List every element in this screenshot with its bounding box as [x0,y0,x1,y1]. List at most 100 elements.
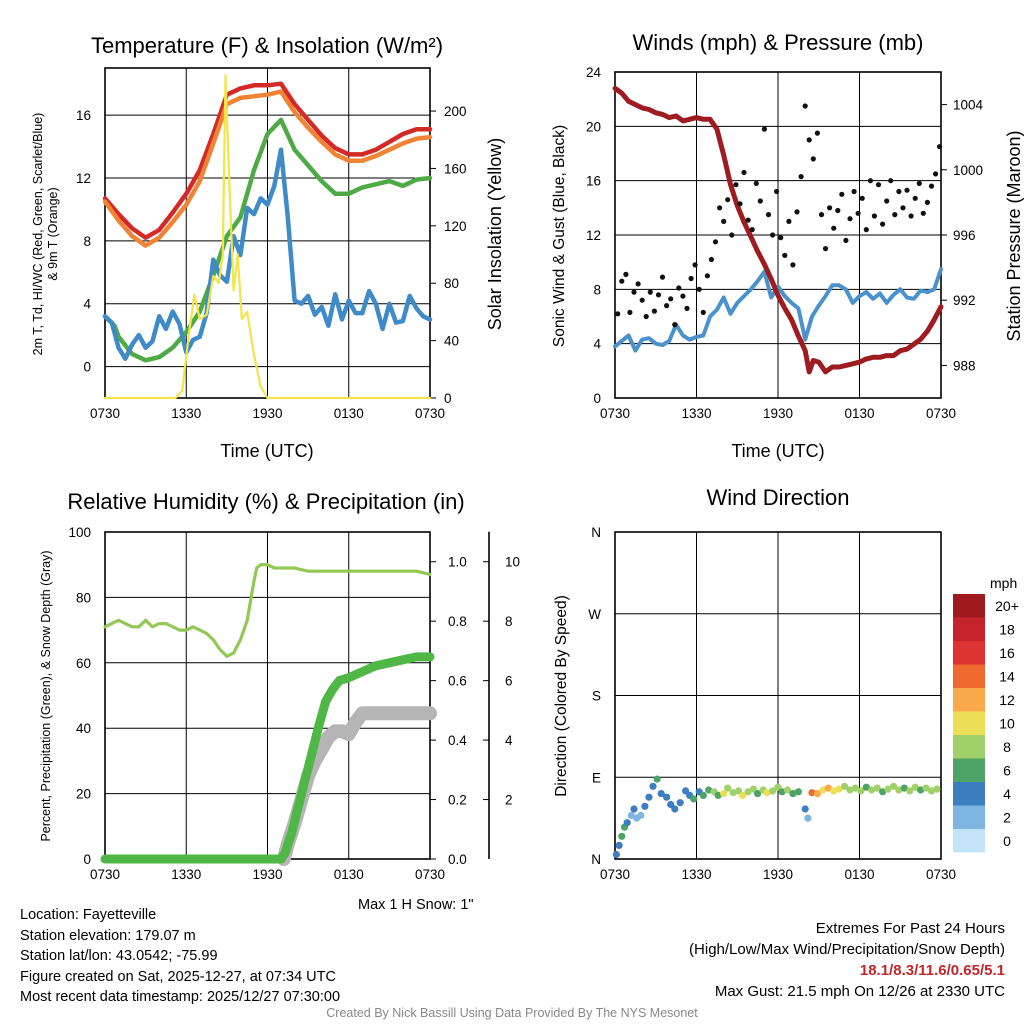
direction-point [808,789,816,797]
gust-point [928,183,935,189]
direction-point [862,783,870,791]
x-tick-label: 0730 [90,406,120,421]
gust-point [712,239,719,245]
sonic-wind-line [613,267,943,353]
x-tick-label: 0130 [844,406,874,421]
direction-point [657,790,665,798]
gust-point [623,271,629,277]
gust-point [627,309,633,315]
y-tick-label: 12 [76,171,91,186]
y-tick-label: 80 [76,590,91,605]
gust-point [822,246,829,252]
x-tick-label: 0730 [600,867,630,882]
direction-point [645,793,653,801]
y-tick-label: S [592,689,601,704]
gust-point [655,292,662,298]
gust-point [631,289,637,295]
gust-point [659,274,666,280]
direction-point [615,841,623,850]
direction-point [801,805,809,813]
gust-point [916,180,922,186]
direction-point [911,783,919,791]
x-tick-label: 1330 [681,406,711,421]
gust-point [721,218,727,224]
colorbar-swatch [953,594,985,618]
direction-point [714,791,722,800]
gust-point [700,309,706,315]
gust-point [745,217,751,223]
direction-point [754,790,762,798]
y-tick-label: 0 [83,360,91,375]
y2-tick-label: 992 [953,293,976,308]
precip-tick-label: 0.8 [448,614,467,629]
x-tick-label: 0130 [844,867,874,882]
precip-tick-label: 0.6 [448,674,467,689]
y-tick-label: 20 [76,787,91,802]
colorbar-swatch [953,782,985,806]
direction-point [676,799,684,807]
x-tick-label: 1930 [252,867,282,882]
gust-point [733,182,739,188]
y-tick-label: 24 [586,65,602,80]
direction-point [627,811,635,820]
max-snow-note: Max 1 H Snow: 1" [358,897,474,913]
direction-point [671,805,679,813]
y-tick-label: 16 [76,108,91,123]
y-tick-label: 8 [83,234,91,249]
snow-tick-label: 2 [505,793,513,808]
gust-point [668,296,674,302]
colorbar-swatch [953,829,985,853]
y-tick-label: 4 [593,337,601,352]
gust-point [725,197,731,203]
direction-point [720,790,728,798]
gust-point [937,144,943,150]
winds-panel-title: Winds (mph) & Pressure (mb) [633,30,924,55]
gust-point [737,201,743,207]
gust-point [847,216,853,222]
gust-point [619,278,625,284]
x-tick-label: 0730 [926,406,956,421]
hi-wc-line [102,147,433,361]
y2-tick-label: 988 [953,358,976,373]
temperature-plot: 0730 1330 1930 0130 073004812160408012016020… [76,67,467,421]
winds-left-axis-label: Sonic Wind & Gust (Blue, Black) [551,125,568,347]
y-tick-label: N [591,852,601,867]
direction-point [851,784,860,792]
precipitation-line [100,652,435,864]
gust-point [765,212,772,218]
x-tick-label: 1330 [681,867,711,882]
colorbar-swatch [953,758,985,782]
direction-point [879,788,887,796]
gust-point [753,180,759,186]
station-elevation: Station elevation: 179.07 m [20,927,196,944]
gust-point [643,313,649,320]
precip-tick-label: 0.0 [448,852,467,867]
colorbar-label: 14 [999,669,1015,685]
direction-point [690,795,698,803]
x-tick-label: 0730 [926,867,956,882]
y-tick-label: 8 [593,282,601,297]
gust-point [786,218,792,224]
gust-point [851,188,857,195]
direction-point [744,788,752,796]
gust-point [827,205,833,211]
colorbar-label: 6 [1003,763,1011,779]
gust-point [924,199,931,205]
x-tick-label: 0730 [600,406,630,421]
x-tick-label: 0730 [90,867,120,882]
snow-tick-label: 10 [505,555,520,570]
gust-point [810,156,816,162]
y-tick-label: 40 [76,721,91,736]
colorbar-label: 12 [999,692,1015,708]
direction-point [739,791,747,800]
extremes-legend: (High/Low/Max Wind/Precipitation/Snow De… [689,941,1005,958]
gust-point [798,174,804,180]
gust-point [635,281,641,287]
snow-tick-label: 6 [505,674,513,689]
gust-point [814,130,821,136]
2m-t-line [102,81,433,240]
gust-point [871,213,878,219]
gust-point [770,232,776,238]
colorbar-swatch [953,617,985,641]
gust-point [672,322,678,328]
